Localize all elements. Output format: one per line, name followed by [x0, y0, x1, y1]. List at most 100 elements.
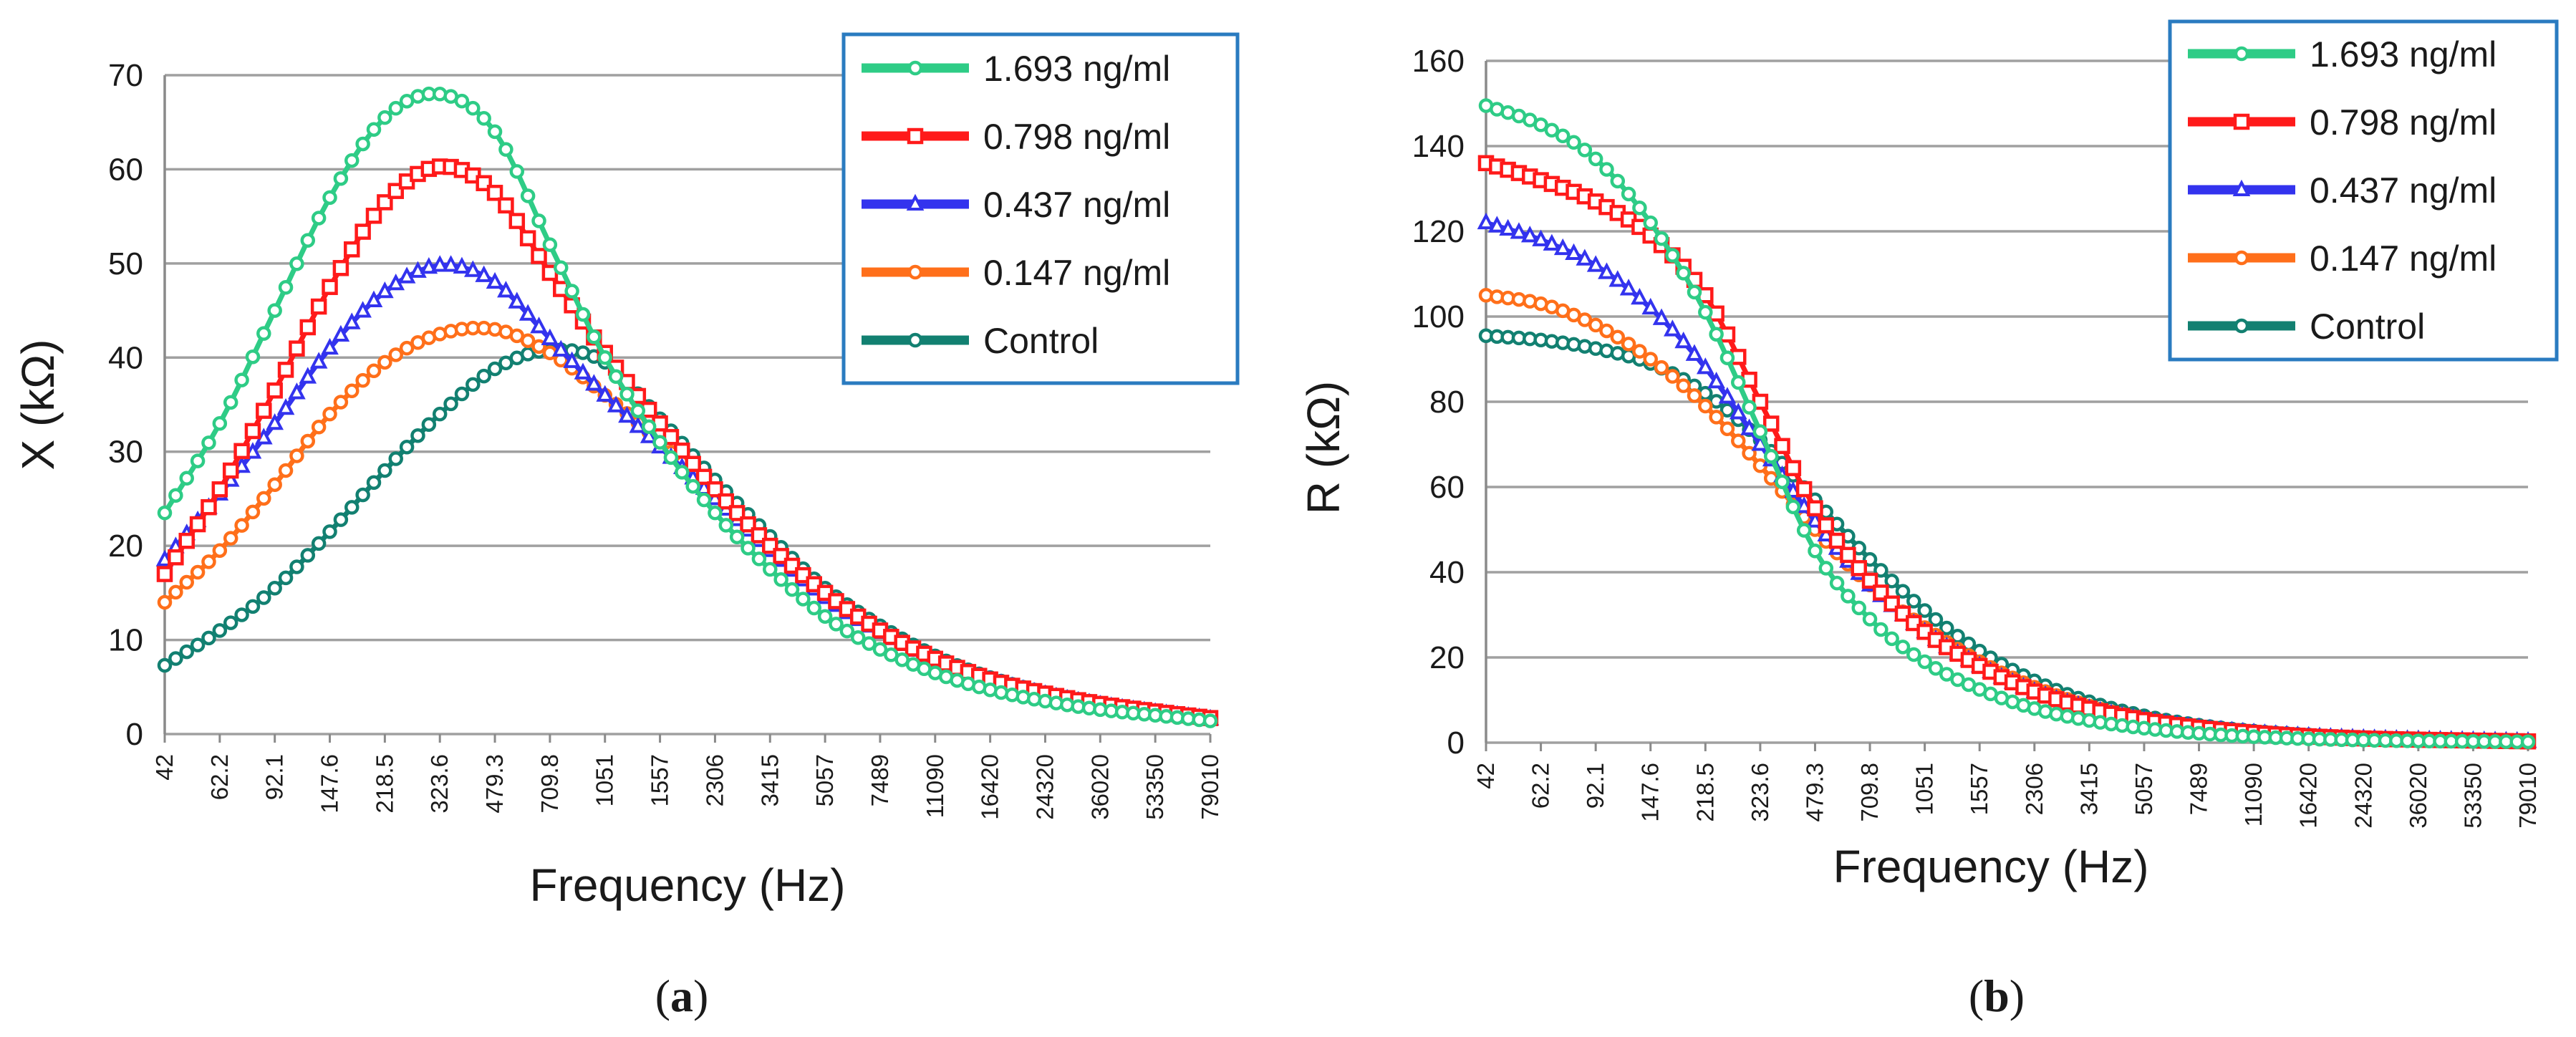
data-point — [355, 487, 370, 503]
data-point — [1543, 233, 1561, 251]
legend-marker — [907, 60, 923, 76]
data-point — [1796, 523, 1812, 538]
data-point — [333, 171, 349, 186]
data-point — [1685, 344, 1704, 361]
data-point — [509, 164, 525, 179]
x-tick-label: 42 — [151, 754, 178, 781]
data-point — [542, 237, 558, 252]
series-0-798-ng-ml — [156, 158, 1219, 726]
data-point — [267, 303, 282, 318]
data-point — [1862, 612, 1878, 627]
data-point — [497, 281, 515, 298]
data-point — [751, 551, 767, 566]
y-tick-label: 60 — [108, 152, 143, 187]
data-point — [1807, 500, 1823, 516]
data-point — [1928, 612, 1944, 627]
data-point — [729, 529, 745, 544]
y-tick-label: 20 — [1429, 640, 1465, 675]
data-point — [531, 339, 546, 354]
data-point — [211, 481, 228, 498]
y-tick-label: 100 — [1412, 299, 1465, 334]
data-point — [554, 260, 569, 275]
data-point — [587, 329, 602, 344]
data-point — [189, 516, 206, 533]
y-tick-label: 10 — [108, 623, 143, 658]
x-tick-label: 7489 — [2186, 763, 2212, 815]
data-point — [1586, 255, 1605, 272]
data-point — [443, 396, 458, 412]
data-point — [1707, 372, 1725, 389]
data-point — [256, 326, 271, 341]
x-axis-title: Frequency (Hz) — [1833, 841, 2149, 892]
legend-label: 0.437 ng/ml — [983, 185, 1170, 225]
data-point — [1906, 594, 1921, 609]
y-tick-label: 80 — [1429, 385, 1465, 420]
data-point — [1698, 398, 1713, 414]
data-point — [454, 93, 470, 109]
data-point — [289, 559, 304, 574]
data-point — [850, 630, 866, 645]
y-axis-title: X (kΩ) — [12, 339, 64, 471]
data-point — [1917, 654, 1932, 670]
data-point — [377, 463, 392, 478]
data-point — [465, 100, 481, 116]
data-point — [1884, 631, 1899, 647]
series-line — [163, 347, 1211, 721]
data-point — [1510, 222, 1528, 239]
data-point — [1641, 297, 1660, 315]
data-point — [1719, 350, 1735, 365]
legend-label: 0.798 ng/ml — [983, 117, 1170, 157]
data-point — [1818, 517, 1835, 534]
data-point — [277, 362, 294, 378]
data-point — [190, 453, 206, 468]
data-point — [1632, 201, 1647, 216]
series-1-693-ng-ml — [157, 86, 1218, 728]
data-point — [1533, 117, 1548, 132]
data-point — [1487, 216, 1506, 233]
data-point — [1718, 387, 1737, 404]
data-point — [432, 406, 448, 422]
data-point — [498, 197, 514, 214]
data-point — [1841, 589, 1856, 604]
data-point — [608, 369, 624, 385]
legend-marker — [2233, 113, 2250, 130]
data-point — [156, 566, 173, 582]
data-point — [1654, 360, 1669, 375]
data-point — [332, 260, 349, 276]
x-tick-label: 92.1 — [261, 754, 288, 800]
data-point — [366, 475, 382, 491]
data-point — [256, 402, 272, 419]
data-point — [1740, 418, 1758, 435]
caption-open: ( — [1969, 970, 1984, 1021]
data-point — [1544, 122, 1560, 138]
data-point — [168, 584, 183, 600]
data-point — [1202, 713, 1218, 728]
data-point — [179, 471, 194, 486]
data-point — [563, 351, 581, 368]
data-point — [278, 280, 294, 295]
data-point — [674, 442, 690, 459]
data-point — [476, 368, 491, 384]
data-point — [388, 100, 403, 116]
data-point — [311, 211, 327, 226]
data-point — [519, 230, 536, 246]
data-point — [168, 651, 183, 666]
data-point — [1828, 532, 1846, 549]
data-point — [256, 590, 271, 605]
data-point — [342, 312, 361, 329]
data-point — [773, 572, 788, 587]
data-point — [377, 194, 393, 211]
data-point — [1621, 186, 1636, 202]
data-point — [354, 301, 372, 318]
data-point — [518, 304, 537, 321]
y-tick-label: 70 — [108, 58, 143, 93]
data-point — [276, 397, 295, 415]
caption-letter: a — [670, 970, 693, 1021]
data-point — [1928, 660, 1944, 676]
data-point — [157, 594, 173, 610]
data-point — [299, 319, 317, 336]
legend-marker — [2234, 250, 2249, 266]
data-point — [168, 488, 183, 503]
data-point — [1785, 499, 1801, 515]
